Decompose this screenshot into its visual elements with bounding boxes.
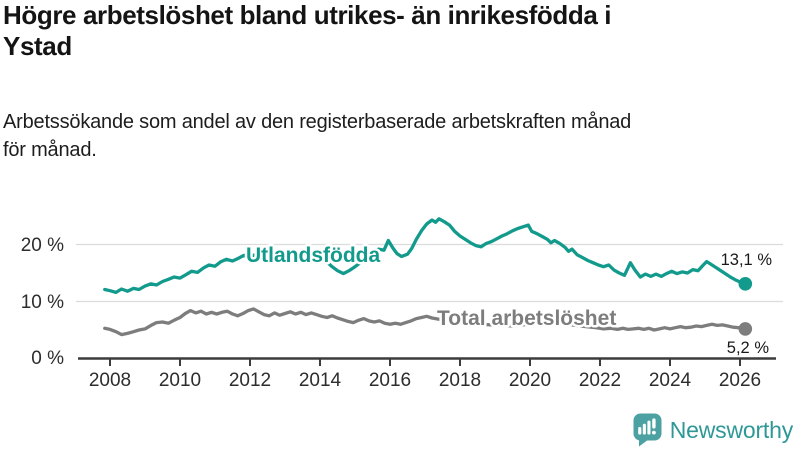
newsworthy-logo: Newsworthy: [633, 413, 793, 447]
y-tick-label-10: 10 %: [21, 292, 64, 313]
x-tick-label: 2008: [89, 370, 131, 391]
series-end-dot-0: [738, 277, 753, 291]
x-tick-label: 2012: [229, 370, 271, 391]
y-tick-label-20: 20 %: [21, 235, 64, 256]
x-tick-label: 2026: [719, 370, 761, 391]
x-tick-label: 2014: [299, 370, 342, 391]
y-axis-labels: 20 % 10 % 0 %: [21, 235, 64, 369]
end-value-total-arbetsloshet: 5,2 %: [727, 339, 770, 357]
x-tick-label: 2020: [509, 370, 551, 391]
newsworthy-wordmark: Newsworthy: [669, 416, 793, 443]
series-label-total-arbetsloshet: Total arbetslöshet: [437, 307, 616, 330]
newsworthy-bubble-chart-icon: [633, 413, 662, 447]
series-line-1: [103, 307, 747, 337]
series-lines: [103, 217, 753, 337]
x-tick-label: 2018: [439, 370, 481, 391]
x-tick-label: 2022: [579, 370, 621, 391]
chart-subtitle-line1: Arbetssökande som andel av den registerb…: [3, 111, 632, 133]
end-value-utlandsfodda: 13,1 %: [721, 251, 773, 269]
series-end-dot-1: [738, 322, 753, 336]
x-tick-label: 2010: [159, 370, 201, 391]
chart-title: Högre arbetslöshet bland utrikes- än inr…: [3, 0, 795, 62]
series-label-utlandsfodda: Utlandsfödda: [246, 244, 380, 267]
chart-title-line2: Ystad: [3, 31, 72, 61]
y-tick-label-0: 0 %: [31, 348, 64, 369]
chart-subtitle-line2: för månad.: [3, 139, 97, 161]
chart-subtitle: Arbetssökande som andel av den registerb…: [3, 108, 795, 164]
x-tick-label: 2016: [369, 370, 411, 391]
series-line-0: [103, 217, 747, 295]
chart-title-line1: Högre arbetslöshet bland utrikes- än inr…: [3, 0, 612, 30]
unemployment-line-chart: 2008 2010 2012 2014 2016 2018 2020 2022 2024 2026…: [21, 217, 783, 391]
x-axis-ticks: 2008 2010 2012 2014 2016 2018 2020 2022 2024 2026: [89, 359, 761, 391]
x-tick-label: 2024: [649, 370, 692, 391]
gridlines: [76, 243, 783, 303]
